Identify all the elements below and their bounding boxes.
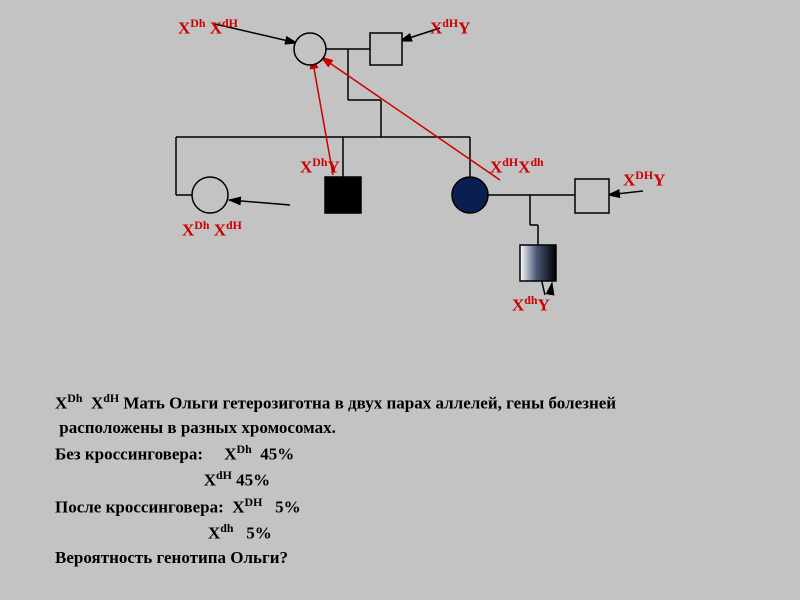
text-line: XdH 45% [55,467,755,493]
node-g1_m [370,33,402,65]
genotype-label: XdhY [512,293,550,316]
text-line: После кроссинговера: XDH 5% [55,494,755,520]
node-g2_m2 [575,179,609,213]
node-g2_m1 [325,177,361,213]
text-line: расположены в разных хромосомах. [55,416,755,441]
node-g3_m1 [520,245,556,281]
text-line: Вероятность генотипа Ольги? [55,546,755,571]
connectors [176,49,575,245]
genotype-label: XDh XdH [182,218,242,241]
pedigree-nodes [192,33,609,281]
node-g1_f [294,33,326,65]
node-g2_f2 [452,177,488,213]
genotype-label: XdHXdh [490,155,544,178]
text-line: XDh XdH Мать Ольги гетерозиготна в двух … [55,390,755,416]
genotype-label: XdHY [430,16,470,39]
genotype-label: XDhY [300,155,340,178]
explanation-text: XDh XdH Мать Ольги гетерозиготна в двух … [55,390,755,571]
text-line: Без кроссинговера: XDh 45% [55,441,755,467]
text-line: Xdh 5% [55,520,755,546]
genotype-label: XDHY [623,168,665,191]
node-g2_f1 [192,177,228,213]
arrows [215,24,643,295]
genotype-label: XDh XdH [178,16,238,39]
